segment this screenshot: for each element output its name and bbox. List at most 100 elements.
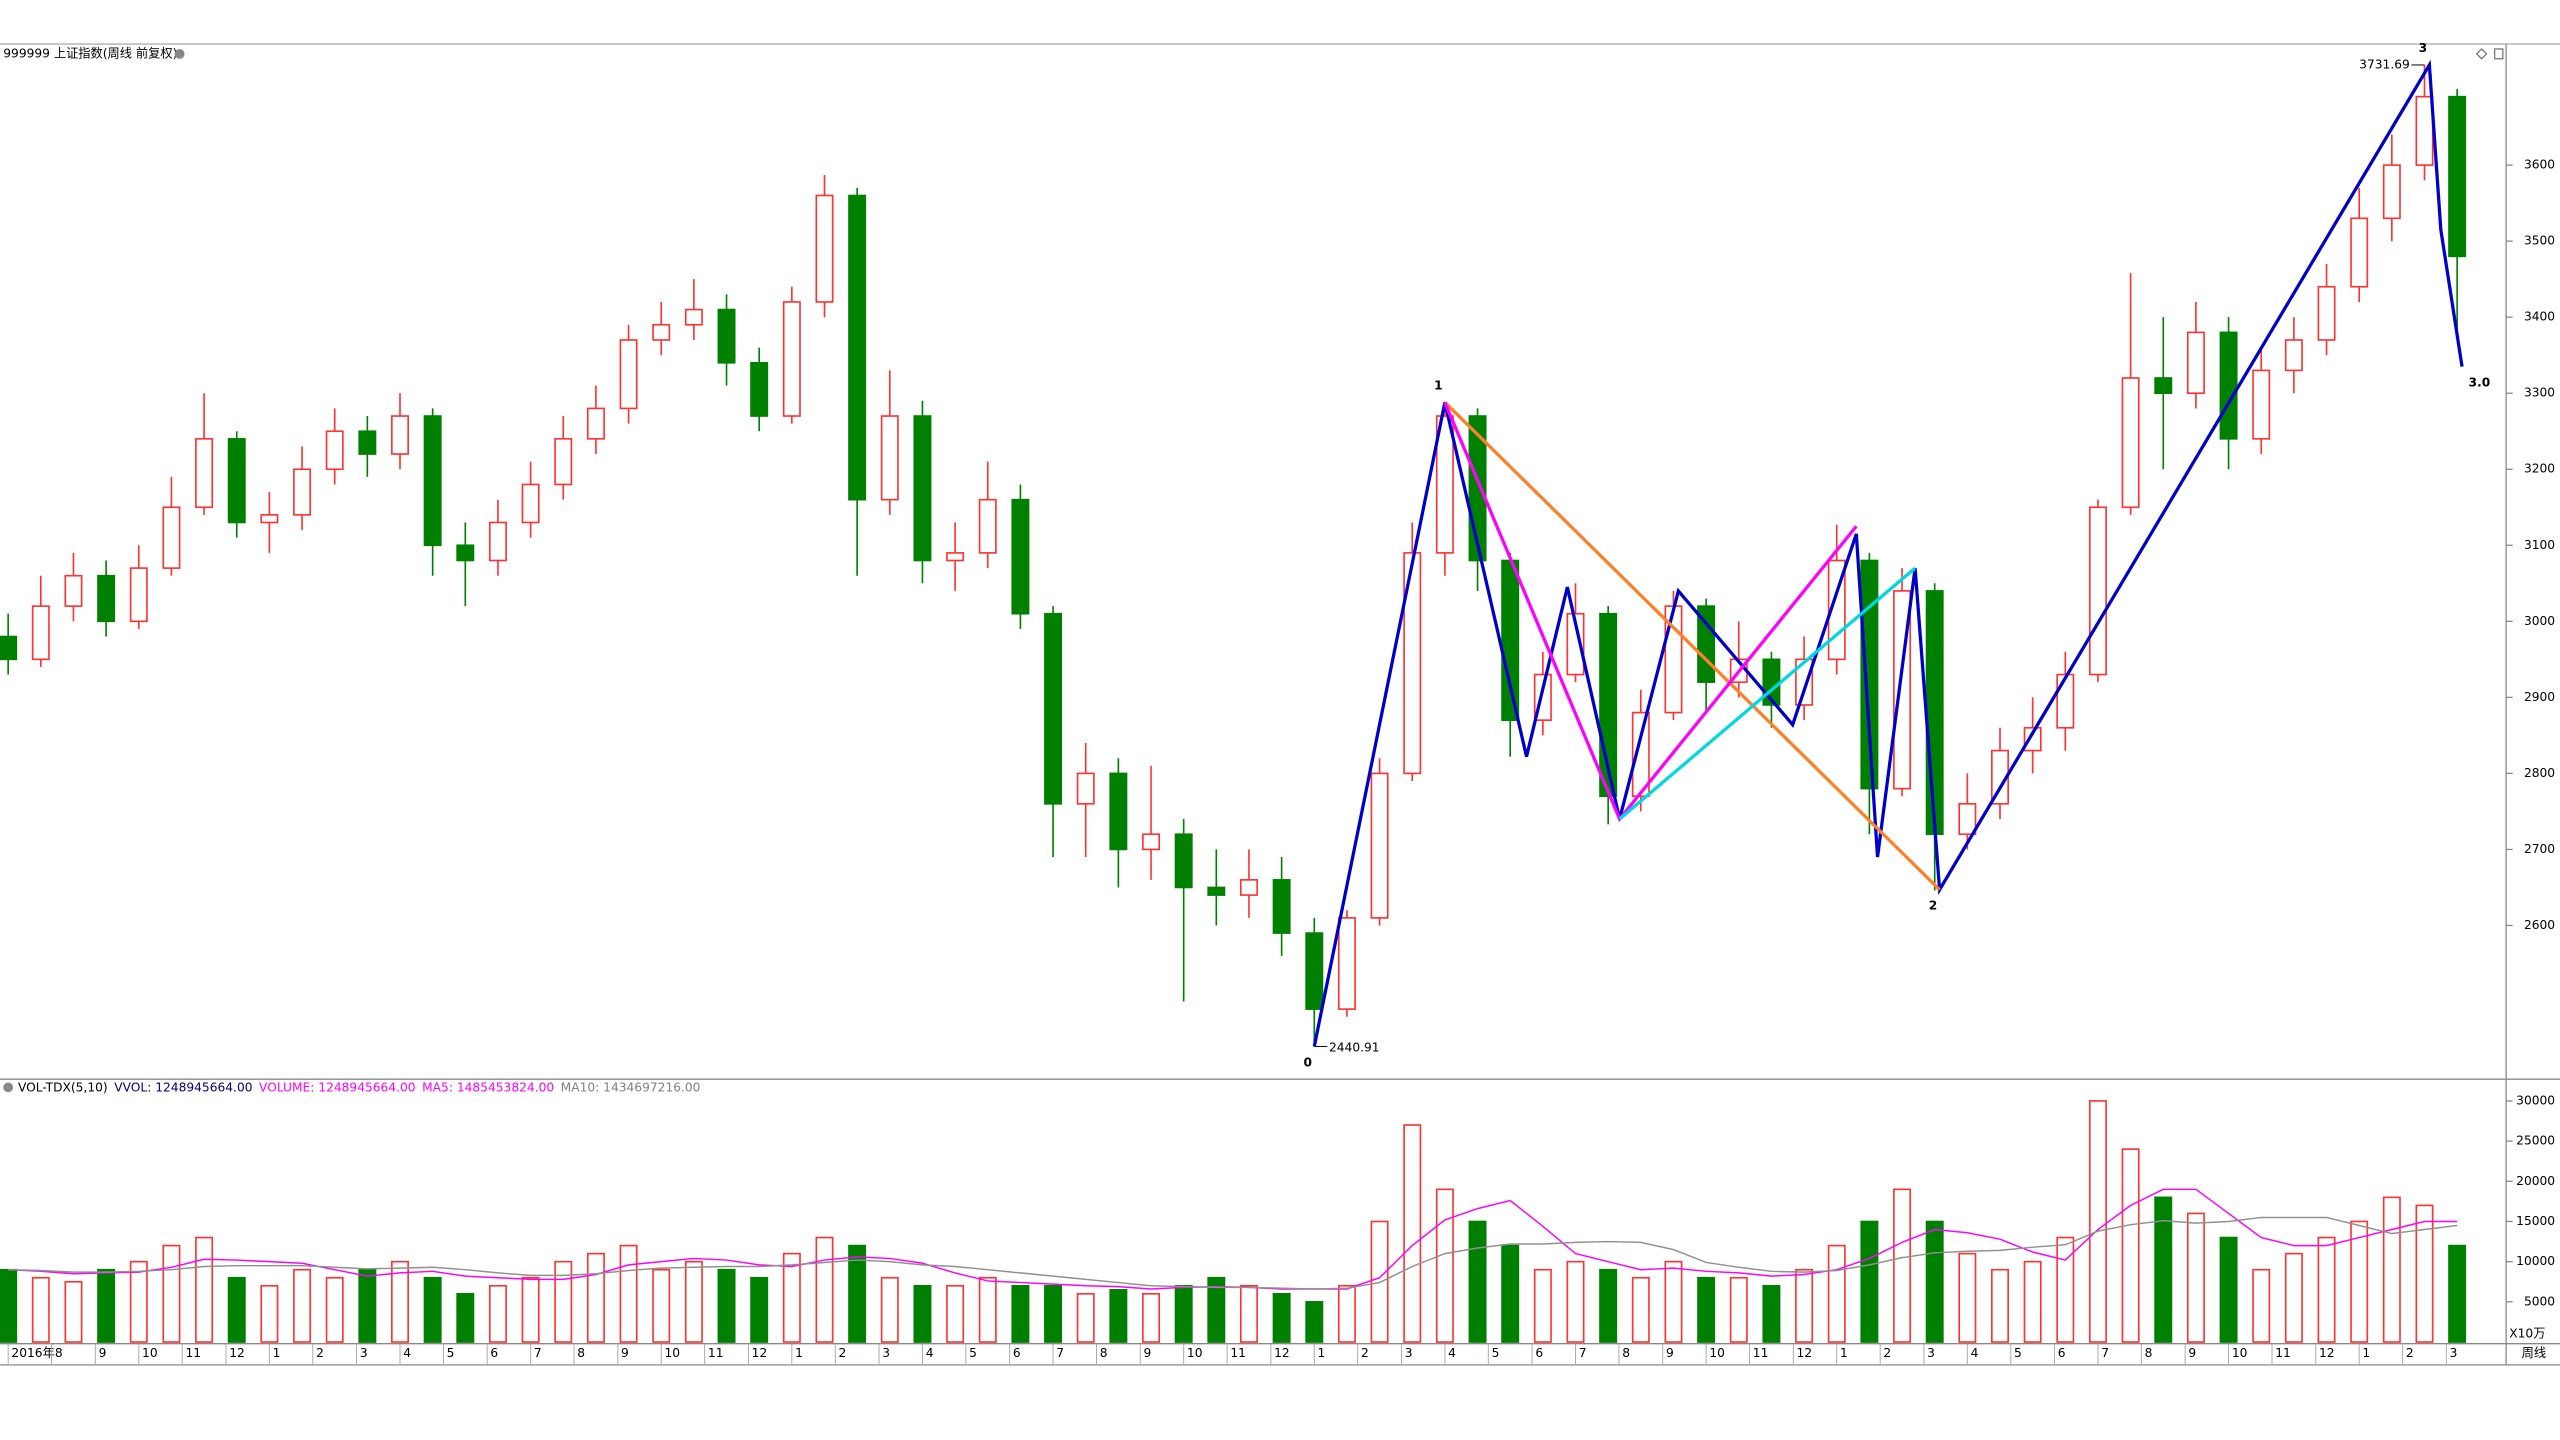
x-tick-label: 2 <box>839 1346 847 1360</box>
x-tick-label: 5 <box>447 1346 455 1360</box>
x-tick-label: 8 <box>1622 1346 1630 1360</box>
y-tick-label: 3400 <box>2524 310 2555 324</box>
x-tick-label: 8 <box>577 1346 585 1360</box>
y-tick-label: 2800 <box>2524 766 2555 780</box>
y-tick-label: 10000 <box>2516 1254 2555 1268</box>
x-tick-label: 1 <box>795 1346 803 1360</box>
volume-bar <box>1795 1268 1814 1343</box>
x-tick-label: 9 <box>2188 1346 2196 1360</box>
x-tick-label: 2 <box>2406 1346 2414 1360</box>
candle-body <box>1174 833 1193 889</box>
candle-body <box>1109 772 1128 851</box>
y-tick-label: 2900 <box>2524 690 2555 704</box>
candle-body <box>815 194 834 303</box>
candle-body <box>195 438 214 509</box>
candle-body <box>2382 164 2401 220</box>
volume-bar <box>619 1244 638 1343</box>
wave-label: 3 <box>2419 41 2428 55</box>
x-tick-label: 12 <box>1274 1346 1290 1360</box>
volume-bar <box>1501 1244 1520 1343</box>
x-tick-label: 3 <box>1927 1346 1935 1360</box>
x-tick-label: 10 <box>1709 1346 1725 1360</box>
volume-bar <box>1011 1284 1030 1343</box>
candle-body <box>2121 377 2140 509</box>
candle-body <box>260 514 279 524</box>
x-tick-label: 1 <box>2362 1346 2370 1360</box>
volume-bar <box>1468 1220 1487 1343</box>
volume-bar <box>2056 1236 2075 1343</box>
x-tick-label: 7 <box>1056 1346 1064 1360</box>
candle-body <box>1044 612 1063 805</box>
volume-bar <box>2252 1268 2271 1343</box>
volume-bar <box>1533 1268 1552 1343</box>
x-tick-label: 10 <box>664 1346 680 1360</box>
candle-body <box>586 407 605 440</box>
candle-body <box>913 415 932 562</box>
y-tick-label: 3600 <box>2524 158 2555 172</box>
y-tick-label: 3200 <box>2524 462 2555 476</box>
candle-body <box>129 567 148 623</box>
volume-bar <box>31 1276 50 1343</box>
candle-body <box>619 339 638 410</box>
wave-line <box>1443 401 1941 891</box>
volume-bar <box>880 1276 899 1343</box>
volume-bar <box>1403 1124 1422 1343</box>
x-tick-label: 8 <box>55 1346 63 1360</box>
x-tick-label: 2016年 <box>11 1346 54 1360</box>
candle-body <box>1795 658 1814 706</box>
x-tick-label: 6 <box>2058 1346 2066 1360</box>
candle-body <box>423 415 442 547</box>
candle-body <box>456 544 475 562</box>
volume-bar <box>162 1244 181 1343</box>
y-tick-label: 20000 <box>2516 1174 2555 1188</box>
volume-bar <box>717 1268 736 1343</box>
indicator-header: VOL-TDX(5,10) VVOL: 1248945664.00 VOLUME: … <box>18 1080 701 1094</box>
volume-bar <box>260 1284 279 1343</box>
volume-bar <box>195 1236 214 1343</box>
candle-body <box>978 498 997 554</box>
y-tick-label: 5000 <box>2524 1294 2555 1308</box>
indicator-icon[interactable] <box>3 1082 14 1093</box>
candle-body <box>1370 772 1389 919</box>
volume-bar <box>1729 1276 1748 1343</box>
volume-bar <box>1860 1220 1879 1343</box>
wave-label: 2 <box>1929 899 1938 913</box>
volume-bar <box>2023 1260 2042 1343</box>
window-icon[interactable] <box>2494 48 2504 60</box>
x-tick-label: 4 <box>926 1346 934 1360</box>
candle-body <box>1142 833 1160 851</box>
candle-body <box>1501 559 1520 721</box>
x-tick-label: 11 <box>2275 1346 2291 1360</box>
candle-body <box>1011 498 1030 615</box>
settings-icon[interactable] <box>174 48 185 59</box>
candle-body <box>782 301 801 417</box>
diamond-icon[interactable] <box>2475 48 2488 60</box>
candle-body <box>1076 772 1095 805</box>
volume-bar <box>1697 1276 1716 1343</box>
candle-body <box>97 574 116 623</box>
wave-line <box>1443 401 1858 823</box>
x-tick-label: 3 <box>2450 1346 2458 1360</box>
volume-bar <box>521 1276 540 1343</box>
candle-body <box>946 552 965 562</box>
candle-body <box>880 415 899 501</box>
volume-bar <box>1664 1260 1683 1343</box>
volume-bar <box>652 1268 671 1343</box>
candle-body <box>1925 590 1944 836</box>
candle-body <box>684 308 703 326</box>
candle-body <box>391 415 409 455</box>
x-tick-label: 11 <box>1230 1346 1246 1360</box>
volume-bar <box>913 1284 932 1343</box>
volume-bar <box>129 1260 148 1343</box>
volume-bar <box>1305 1301 1324 1343</box>
y-tick-label: 3100 <box>2524 538 2555 552</box>
candle-body <box>1631 711 1650 798</box>
volume-bar <box>684 1260 703 1343</box>
wave-line <box>1618 566 1917 821</box>
candle-body <box>2252 369 2271 440</box>
volume-bar <box>1566 1260 1585 1343</box>
candle-body <box>2056 673 2075 729</box>
x-tick-label: 3 <box>1405 1346 1413 1360</box>
x-tick-label: 11 <box>185 1346 201 1360</box>
x-tick-label: 8 <box>1100 1346 1108 1360</box>
